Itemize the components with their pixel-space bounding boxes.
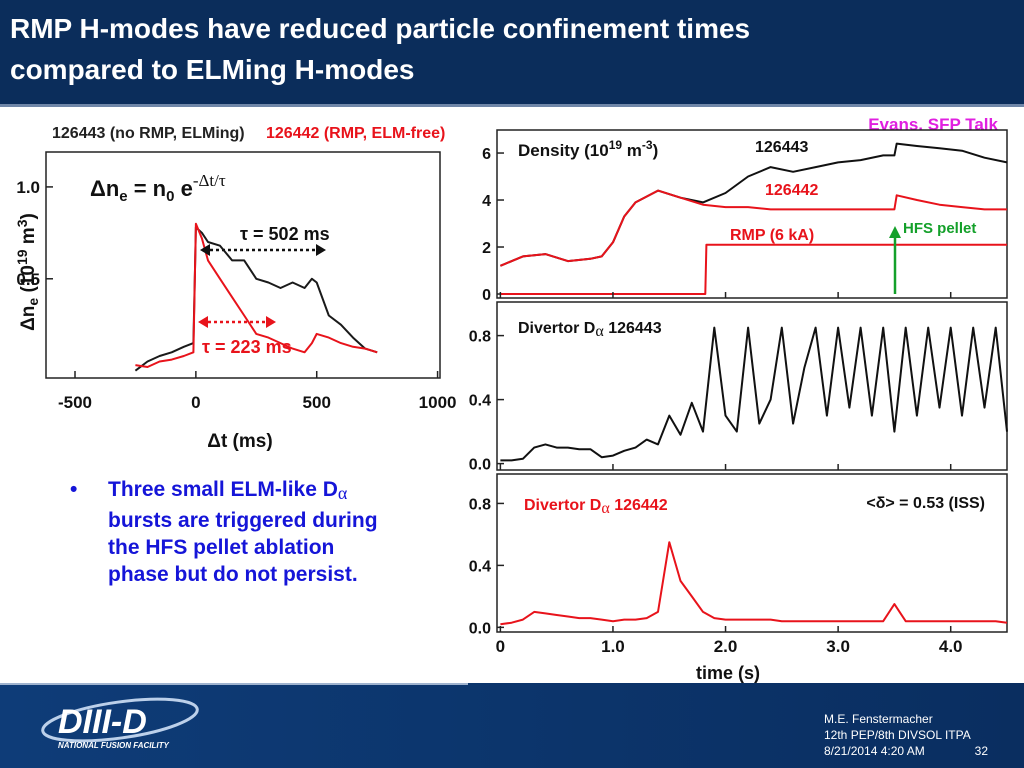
footer-date: 8/21/2014 4:20 AM xyxy=(824,744,925,758)
logo-orbit xyxy=(41,697,199,743)
x-tick-label: 3.0 xyxy=(826,637,850,656)
arrowhead xyxy=(889,226,901,238)
header-rule xyxy=(0,104,1024,107)
plot-frame xyxy=(45,151,441,379)
legend-entry: 126443 (no RMP, ELMing) xyxy=(52,125,245,142)
plot-frame xyxy=(496,301,1008,471)
series-line xyxy=(500,189,1007,267)
panels: 0 2 4 6 0.0 0.4 0.8 0.0 0.4 0.8 xyxy=(469,129,1008,637)
footer-rule xyxy=(0,683,468,685)
legend-entry: 126442 (RMP, ELM-free) xyxy=(266,125,445,142)
panel-title: Divertor Dα 126442 xyxy=(524,497,668,517)
x-tick-label: 1.0 xyxy=(601,637,625,656)
series-line xyxy=(500,326,1008,462)
footer-author: M.E. Fenstermacher xyxy=(824,712,933,726)
y-tick-label: 6 xyxy=(482,146,491,163)
bullet-dot: • xyxy=(70,478,78,501)
x-axis-label: time (s) xyxy=(696,663,760,683)
x-axis-label: Δt (ms) xyxy=(207,431,272,452)
left-chart: 126443 (no RMP, ELMing) 126442 (RMP, ELM… xyxy=(14,125,456,452)
series-line xyxy=(500,243,1007,295)
y-tick-label: 2 xyxy=(482,240,491,257)
y-tick-label: 4 xyxy=(482,193,491,210)
y-tick-label: 0.8 xyxy=(469,329,491,346)
title: RMP H-modes have reduced particle confin… xyxy=(10,13,750,44)
logo: DIII-D xyxy=(58,703,147,741)
right-chart: Evans, SFP Talk 02460.00.40.80.00.40.8De… xyxy=(469,115,1008,683)
series-line xyxy=(500,541,1008,626)
x-tick-label: -500 xyxy=(58,393,92,412)
footer-meeting: 12th PEP/8th DIVSOL ITPA xyxy=(824,728,971,742)
y-tick-label: 0.0 xyxy=(469,457,491,474)
panel-title: Density (1019 m-3) xyxy=(518,138,658,160)
plot-frame xyxy=(496,473,1008,633)
y-tick-label: 0.5 xyxy=(16,270,40,289)
y-tick-label: 0.0 xyxy=(469,620,491,637)
annotation: HFS pellet xyxy=(903,220,976,237)
annotation: τ = 502 ms xyxy=(240,224,330,244)
y-tick-label: 0 xyxy=(482,287,491,304)
x-tick-label: 1000 xyxy=(419,393,457,412)
x-tick-label: 0 xyxy=(496,637,505,656)
page-number: 32 xyxy=(975,744,989,758)
series-label: 126443 xyxy=(755,139,808,156)
panel-note: <δ> = 0.53 (ISS) xyxy=(866,495,985,512)
x-tick-label: 500 xyxy=(303,393,331,412)
y-axis-label: Δne (1019 m3) xyxy=(14,213,41,331)
x-tick-label: 2.0 xyxy=(714,637,738,656)
x-tick-label: 0 xyxy=(191,393,200,412)
series-label: 126442 xyxy=(765,182,818,199)
annotation: τ = 223 ms xyxy=(202,337,292,357)
y-tick-label: 0.4 xyxy=(469,558,491,575)
y-tick-label: 0.8 xyxy=(469,496,491,513)
title: compared to ELMing H-modes xyxy=(10,54,414,85)
y-tick-label: 1.0 xyxy=(16,178,40,197)
bullet-item: • Three small ELM-like Dα bursts are trig… xyxy=(70,476,390,588)
x-tick-label: 4.0 xyxy=(939,637,963,656)
formula: Δne = n0 e-Δt/τ xyxy=(90,171,226,205)
logo-subtitle: NATIONAL FUSION FACILITY xyxy=(58,741,169,750)
y-tick-label: 0.4 xyxy=(469,393,491,410)
series-label: RMP (6 kA) xyxy=(730,227,814,244)
plot-frame xyxy=(496,129,1008,299)
header-bar xyxy=(0,0,1024,107)
panel-title: Divertor Dα 126443 xyxy=(518,320,662,340)
bullet-text: Three small ELM-like Dα bursts are trigg… xyxy=(108,478,378,586)
series-line xyxy=(135,222,378,368)
series-line xyxy=(134,226,378,372)
